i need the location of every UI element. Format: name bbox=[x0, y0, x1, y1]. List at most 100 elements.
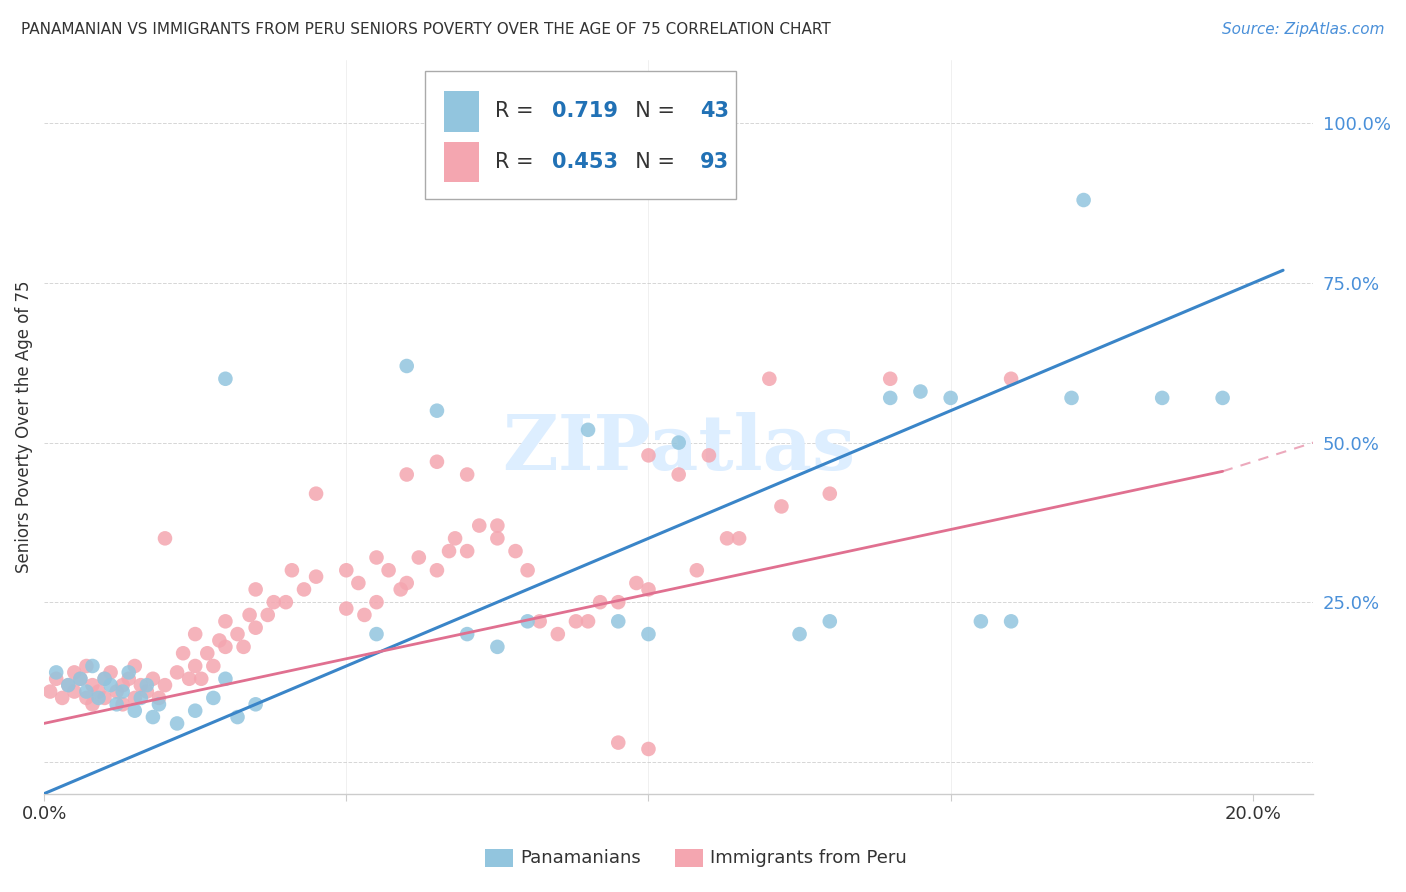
Point bbox=[63, 665, 86, 680]
Point bbox=[75, 690, 97, 705]
FancyBboxPatch shape bbox=[444, 91, 479, 131]
Point bbox=[153, 532, 176, 546]
Point bbox=[45, 672, 67, 686]
Text: PANAMANIAN VS IMMIGRANTS FROM PERU SENIORS POVERTY OVER THE AGE OF 75 CORRELATIO: PANAMANIAN VS IMMIGRANTS FROM PERU SENIO… bbox=[21, 22, 831, 37]
Text: R =: R = bbox=[495, 102, 540, 121]
Point bbox=[879, 391, 901, 405]
Point bbox=[395, 576, 418, 591]
Point bbox=[305, 569, 328, 583]
Point bbox=[626, 576, 648, 591]
Point bbox=[148, 698, 170, 712]
Point bbox=[214, 672, 236, 686]
Point bbox=[58, 678, 80, 692]
Text: N =: N = bbox=[621, 152, 681, 172]
Point bbox=[208, 633, 231, 648]
Point bbox=[456, 544, 478, 558]
Point bbox=[87, 690, 110, 705]
Point bbox=[135, 684, 157, 698]
Point bbox=[111, 678, 134, 692]
Point bbox=[486, 532, 509, 546]
Text: ZIPatlas: ZIPatlas bbox=[502, 412, 855, 485]
Point bbox=[668, 435, 690, 450]
Point bbox=[547, 627, 569, 641]
Point bbox=[516, 615, 538, 629]
Point bbox=[124, 704, 146, 718]
Text: 0.453: 0.453 bbox=[551, 152, 617, 172]
Point bbox=[576, 423, 599, 437]
Point bbox=[486, 640, 509, 654]
Point bbox=[82, 698, 104, 712]
Point bbox=[879, 372, 901, 386]
Y-axis label: Seniors Poverty Over the Age of 75: Seniors Poverty Over the Age of 75 bbox=[15, 280, 32, 573]
Point bbox=[697, 448, 720, 462]
Point bbox=[910, 384, 932, 399]
Point bbox=[637, 627, 659, 641]
Point bbox=[214, 372, 236, 386]
Point bbox=[637, 582, 659, 597]
Point bbox=[118, 672, 141, 686]
Point bbox=[408, 550, 430, 565]
Point bbox=[93, 672, 115, 686]
Text: 0.719: 0.719 bbox=[551, 102, 617, 121]
Point bbox=[516, 563, 538, 577]
Point bbox=[389, 582, 412, 597]
Point bbox=[118, 665, 141, 680]
Point bbox=[456, 627, 478, 641]
Point bbox=[142, 710, 165, 724]
Point bbox=[437, 544, 460, 558]
Point bbox=[214, 640, 236, 654]
Point bbox=[281, 563, 304, 577]
Point bbox=[426, 403, 449, 417]
Text: R =: R = bbox=[495, 152, 540, 172]
Point bbox=[63, 684, 86, 698]
Point bbox=[770, 500, 793, 514]
Point bbox=[93, 690, 115, 705]
Point bbox=[124, 690, 146, 705]
Point bbox=[45, 665, 67, 680]
Point bbox=[153, 678, 176, 692]
Point bbox=[58, 678, 80, 692]
Point bbox=[426, 455, 449, 469]
Point bbox=[589, 595, 612, 609]
Text: 43: 43 bbox=[700, 102, 730, 121]
Point bbox=[274, 595, 297, 609]
Point bbox=[184, 704, 207, 718]
Point bbox=[366, 550, 388, 565]
Point bbox=[129, 678, 152, 692]
Point bbox=[172, 646, 194, 660]
Point bbox=[353, 607, 375, 622]
Point bbox=[789, 627, 811, 641]
Point bbox=[347, 576, 370, 591]
FancyBboxPatch shape bbox=[444, 142, 479, 182]
Text: Source: ZipAtlas.com: Source: ZipAtlas.com bbox=[1222, 22, 1385, 37]
Point bbox=[263, 595, 285, 609]
Point bbox=[818, 486, 841, 500]
Point bbox=[335, 601, 357, 615]
Point bbox=[195, 646, 218, 660]
Point bbox=[39, 684, 62, 698]
Point bbox=[166, 665, 188, 680]
Point bbox=[166, 716, 188, 731]
Point bbox=[184, 659, 207, 673]
Point bbox=[505, 544, 527, 558]
Point bbox=[335, 563, 357, 577]
Point bbox=[105, 684, 128, 698]
Point bbox=[716, 532, 738, 546]
Point bbox=[190, 672, 212, 686]
Point bbox=[184, 627, 207, 641]
Point bbox=[1060, 391, 1083, 405]
Text: 93: 93 bbox=[700, 152, 730, 172]
Point bbox=[668, 467, 690, 482]
Point bbox=[1212, 391, 1234, 405]
Point bbox=[444, 532, 467, 546]
Point bbox=[565, 615, 588, 629]
Point bbox=[124, 659, 146, 673]
Point bbox=[292, 582, 315, 597]
Point bbox=[686, 563, 709, 577]
Point bbox=[366, 627, 388, 641]
Point bbox=[366, 595, 388, 609]
Point bbox=[939, 391, 962, 405]
Point bbox=[607, 736, 630, 750]
Point bbox=[529, 615, 551, 629]
Text: N =: N = bbox=[621, 102, 681, 121]
